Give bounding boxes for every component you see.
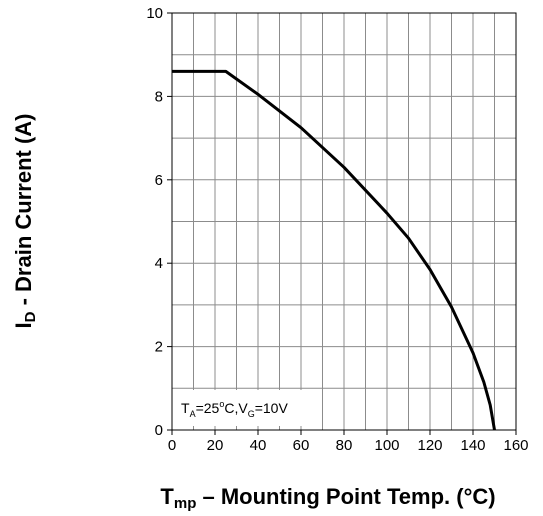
x-tick-label: 60: [293, 437, 310, 454]
y-axis-label: ID - Drain Current (A): [11, 114, 39, 329]
series-group: [172, 69, 496, 431]
annotation-part-2: A: [190, 409, 196, 419]
annotation-background: [172, 390, 319, 426]
annotation-part-6: G: [248, 409, 255, 419]
x-tick-label: 120: [417, 437, 442, 454]
x-axis-label-sub: mp: [174, 495, 197, 512]
y-tick-label: 8: [155, 88, 163, 105]
y-axis-label-main: I: [11, 322, 36, 328]
x-tick-label: 100: [374, 437, 399, 454]
annotation-part-7: =10V: [255, 400, 289, 416]
y-tick-labels: 0 2 4 6 8 10: [146, 5, 172, 439]
annotation-text: TA=25oC,VG=10V: [181, 399, 288, 419]
y-tick-label: 6: [155, 172, 163, 189]
x-tick-label: 0: [168, 437, 176, 454]
x-axis-label-rest: – Mounting Point Temp. (°C): [196, 484, 495, 509]
annotation-box: TA=25oC,VG=10V: [172, 390, 319, 426]
x-tick-label: 140: [460, 437, 485, 454]
annotation-part-5: C,V: [224, 400, 248, 416]
y-tick-label: 10: [146, 5, 163, 22]
y-tick-label: 0: [155, 422, 163, 439]
grid: [172, 13, 516, 430]
annotation-part-3: =25: [196, 400, 220, 416]
x-tick-label: 20: [207, 437, 224, 454]
x-axis-label: Tmp – Mounting Point Temp. (°C): [160, 484, 495, 512]
annotation-part-1: T: [181, 400, 190, 416]
y-axis-label-sub: D: [22, 311, 39, 322]
series-line-1: [172, 69, 496, 431]
x-tick-label: 40: [250, 437, 267, 454]
x-tick-labels: 0 20 40 60 80 100 120 140 160: [168, 430, 529, 454]
x-axis-label-main: T: [160, 484, 174, 509]
annotation-part-4: o: [219, 399, 224, 409]
y-tick-label: 4: [155, 255, 163, 272]
y-tick-label: 2: [155, 339, 163, 356]
x-tick-label: 80: [336, 437, 353, 454]
y-axis-label-rest: - Drain Current (A): [11, 114, 36, 312]
x-tick-label: 160: [503, 437, 528, 454]
